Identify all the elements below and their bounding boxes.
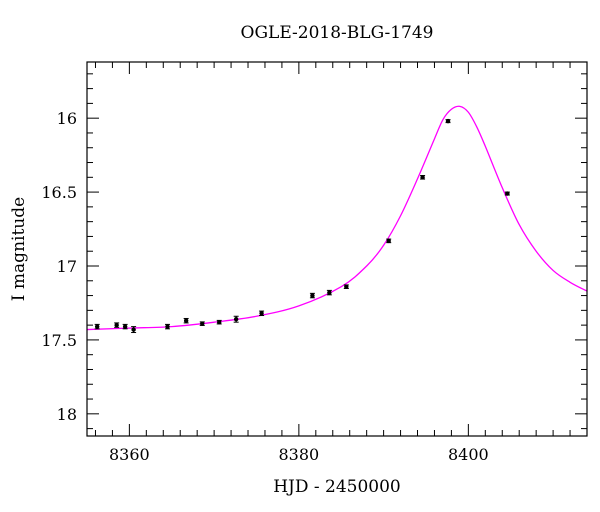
data-point <box>326 289 332 296</box>
data-point <box>131 326 137 334</box>
data-point <box>183 317 189 324</box>
data-point <box>259 310 265 317</box>
y-tick-label: 17.5 <box>41 331 77 350</box>
data-point-marker <box>445 118 451 124</box>
data-point-marker <box>386 238 391 244</box>
y-tick-label: 16.5 <box>41 183 77 202</box>
y-tick-label: 17 <box>57 257 77 276</box>
data-point <box>504 191 510 196</box>
data-point <box>216 319 222 325</box>
data-point <box>165 323 171 330</box>
axis-ticks <box>87 62 588 436</box>
data-point-marker <box>310 293 315 298</box>
data-point <box>420 175 426 180</box>
data-point <box>94 323 100 330</box>
data-point <box>386 238 392 244</box>
data-point-marker <box>183 318 189 323</box>
data-point-marker <box>344 284 349 289</box>
model-curve-layer <box>87 105 587 331</box>
y-axis-label: I magnitude <box>9 197 29 301</box>
data-point <box>309 292 315 299</box>
x-tick-label: 8380 <box>279 445 320 464</box>
y-tick-label: 18 <box>57 405 77 424</box>
data-point-marker <box>420 175 425 180</box>
data-point-marker <box>217 319 222 325</box>
x-axis-label: HJD - 2450000 <box>273 477 401 497</box>
chart-title: OGLE-2018-BLG-1749 <box>241 23 434 43</box>
data-point-marker <box>200 321 205 326</box>
data-point-marker <box>165 324 170 329</box>
data-point-marker <box>233 317 239 322</box>
model-curve <box>87 105 587 331</box>
axis-tick-labels: 8360 8380 8400 16 16.5 17 17.5 18 <box>41 109 488 464</box>
data-point-marker <box>131 327 136 332</box>
data-points-layer <box>94 118 510 334</box>
x-tick-label: 8400 <box>448 445 489 464</box>
data-point <box>199 321 205 326</box>
data-point-marker <box>327 290 332 295</box>
plot-frame <box>86 61 588 437</box>
data-point <box>233 315 239 323</box>
data-point-marker <box>259 311 264 316</box>
data-point-marker <box>505 191 510 196</box>
data-point <box>445 118 451 124</box>
y-tick-label: 16 <box>57 109 77 128</box>
data-point-marker <box>114 322 119 328</box>
data-point <box>114 322 120 328</box>
data-point <box>343 284 349 289</box>
data-point-marker <box>94 324 100 329</box>
x-tick-label: 8360 <box>109 445 150 464</box>
data-point <box>122 323 128 330</box>
data-point-marker <box>122 324 128 329</box>
